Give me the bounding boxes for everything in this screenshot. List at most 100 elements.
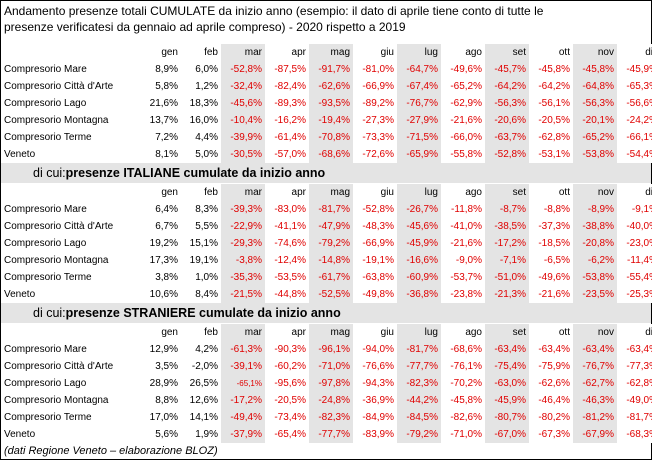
table-row: Compresorio Terme 17,0% 14,1% -49,4% -73,4% -…: [1, 409, 652, 426]
col-header: mag: [309, 324, 353, 341]
col-header: nov: [573, 184, 617, 201]
table-cell: 5,0%: [181, 146, 221, 163]
table-cell: -38,5%: [485, 218, 529, 235]
table-cell: -76,6%: [353, 358, 397, 375]
table-cell: -63,4%: [485, 341, 529, 358]
table-cell: 13,7%: [141, 112, 181, 129]
table-row: Compresorio Montagna 13,7% 16,0% -10,4% -16,…: [1, 112, 652, 129]
table-cell: -57,0%: [265, 146, 309, 163]
table-cell: -45,6%: [397, 218, 441, 235]
table-cell: -23,0%: [617, 235, 652, 252]
table-cell: -45,9%: [485, 392, 529, 409]
table-cell: -16,2%: [265, 112, 309, 129]
table-cell: -37,9%: [221, 426, 265, 443]
table-cell: -8,7%: [485, 201, 529, 218]
row-label: Compresorio Terme: [1, 269, 141, 286]
table-cell: 8,4%: [181, 286, 221, 303]
table-cell: -97,8%: [309, 375, 353, 392]
table-cell: -63,0%: [485, 375, 529, 392]
header-row: gen feb mar apr mag giu lug ago set ott …: [1, 324, 652, 341]
table-row: Compresorio Città d'Arte 5,8% 1,2% -32,4% -8…: [1, 78, 652, 95]
table-cell: -66,1%: [617, 129, 652, 146]
table-cell: -62,8%: [617, 375, 652, 392]
table-cell: -49,4%: [221, 409, 265, 426]
table-cell: -14,8%: [309, 252, 353, 269]
source-note: (dati Regione Veneto – elaborazione BLOZ…: [4, 445, 218, 457]
table-cell: 3,5%: [141, 358, 181, 375]
table-cell: -56,1%: [529, 95, 573, 112]
table-cell: -32,4%: [221, 78, 265, 95]
section-prefix: di cui:: [33, 306, 66, 320]
table-cell: -20,5%: [265, 392, 309, 409]
table-cell: -39,3%: [221, 201, 265, 218]
table-cell: -62,8%: [529, 129, 573, 146]
row-label: Veneto: [1, 146, 141, 163]
table-cell: 8,8%: [141, 392, 181, 409]
table-cell: -74,6%: [265, 235, 309, 252]
col-header: lug: [397, 44, 441, 61]
col-header: apr: [265, 184, 309, 201]
table-cell: -51,0%: [485, 269, 529, 286]
table-cell: 21,6%: [141, 95, 181, 112]
table-totali: gen feb mar apr mag giu lug ago set ott …: [1, 44, 652, 163]
table-cell: 3,8%: [141, 269, 181, 286]
col-header: nov: [573, 324, 617, 341]
table-cell: -19,4%: [309, 112, 353, 129]
col-header: lug: [397, 184, 441, 201]
table-cell: 6,4%: [141, 201, 181, 218]
table-cell: -23,5%: [573, 286, 617, 303]
table-cell: -2,0%: [181, 358, 221, 375]
table-cell: -52,8%: [221, 61, 265, 78]
table-cell: -76,7%: [573, 358, 617, 375]
col-header: mar: [221, 324, 265, 341]
table-cell: -60,9%: [397, 269, 441, 286]
table-cell: -70,2%: [441, 375, 485, 392]
table-cell: -68,6%: [441, 341, 485, 358]
table-cell: -22,9%: [221, 218, 265, 235]
table-cell: -52,5%: [309, 286, 353, 303]
table-cell: 4,4%: [181, 129, 221, 146]
table-cell: 4,2%: [181, 341, 221, 358]
table-cell: -45,8%: [573, 61, 617, 78]
table-cell: -36,8%: [397, 286, 441, 303]
col-header: ott: [529, 184, 573, 201]
table-cell: -66,0%: [441, 129, 485, 146]
table-row: Compresorio Lago 19,2% 15,1% -29,3% -74,6% -7…: [1, 235, 652, 252]
table-cell: -64,8%: [573, 78, 617, 95]
table-title: Andamento presenze totali CUMULATE da in…: [4, 3, 644, 35]
table-cell: -9,0%: [441, 252, 485, 269]
table-cell: 6,0%: [181, 61, 221, 78]
title-line-2: presenze verificatesi da gennaio ad apri…: [4, 20, 406, 34]
table-cell: -82,6%: [441, 409, 485, 426]
table-cell: -55,8%: [441, 146, 485, 163]
table-cell: -91,7%: [309, 61, 353, 78]
table-cell: -10,4%: [221, 112, 265, 129]
table-cell: -23,8%: [441, 286, 485, 303]
table-cell: -75,9%: [529, 358, 573, 375]
table-cell: -61,7%: [309, 269, 353, 286]
table-cell: -17,2%: [485, 235, 529, 252]
table-cell: -80,2%: [529, 409, 573, 426]
table-cell: -56,3%: [485, 95, 529, 112]
col-header: lug: [397, 324, 441, 341]
table-row: Veneto 5,6% 1,9% -37,9% -65,4% -77,7% -83,9% -7…: [1, 426, 652, 443]
table-cell: -73,3%: [353, 129, 397, 146]
table-cell: -24,2%: [617, 112, 652, 129]
table-cell: 1,9%: [181, 426, 221, 443]
col-header: mag: [309, 184, 353, 201]
table-cell: -39,1%: [221, 358, 265, 375]
table-cell: -79,2%: [309, 235, 353, 252]
table-cell: 8,9%: [141, 61, 181, 78]
table-cell: -8,9%: [573, 201, 617, 218]
table-cell: -41,1%: [265, 218, 309, 235]
table-cell: -68,6%: [309, 146, 353, 163]
table-cell: -67,4%: [397, 78, 441, 95]
title-line-1: Andamento presenze totali CUMULATE da in…: [4, 4, 544, 18]
table-cell: -49,0%: [617, 392, 652, 409]
table-cell: 5,8%: [141, 78, 181, 95]
table-cell: -67,9%: [573, 426, 617, 443]
table-cell: -66,9%: [353, 78, 397, 95]
table-cell: -56,3%: [573, 95, 617, 112]
table-row: Compresorio Città d'Arte 3,5% -2,0% -39,1% -…: [1, 358, 652, 375]
